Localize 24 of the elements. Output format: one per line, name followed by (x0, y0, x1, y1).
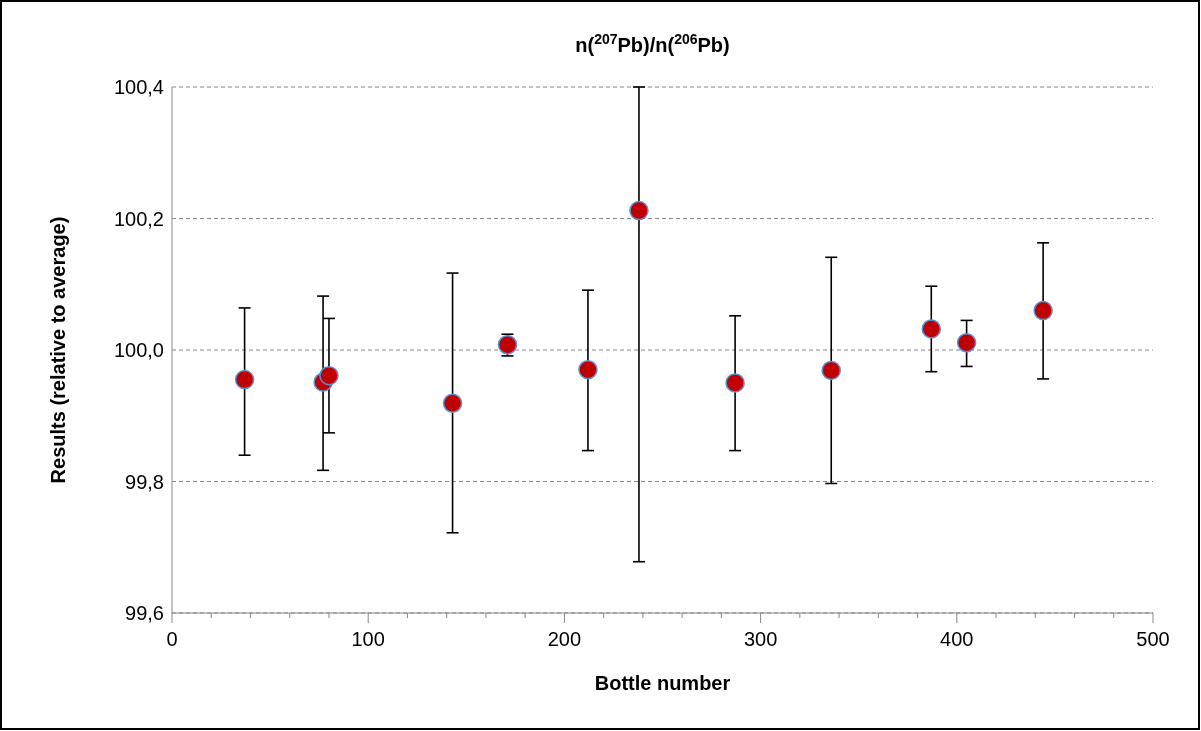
point (234, 369, 255, 390)
point (319, 365, 339, 386)
point (725, 373, 745, 393)
y-tick-label: 99,8 (125, 470, 164, 493)
x-tick-label: 0 (166, 628, 178, 650)
x-tick-label: 500 (1136, 628, 1170, 650)
y-tick-label: 100,2 (113, 207, 164, 230)
x-tick-label: 400 (940, 628, 974, 650)
point (956, 333, 977, 353)
point (629, 200, 649, 221)
y-tick-label: 100,0 (113, 339, 164, 361)
y-tick-label: 100,4 (113, 76, 164, 98)
point (921, 319, 942, 339)
point (1033, 300, 1053, 321)
y-axis-title: Results (relative to average) (47, 216, 69, 484)
y-tick-label: 99,6 (125, 602, 164, 624)
x-tick-label: 100 (351, 628, 385, 650)
x-tick-label: 300 (743, 628, 778, 650)
chart-title: n($^{207}$Pb)/n($^{206}$Pb) (575, 31, 730, 56)
point (578, 359, 598, 380)
x-axis-title: Bottle number (594, 672, 731, 694)
point (821, 360, 841, 381)
x-tick-label: 200 (547, 628, 582, 650)
point (442, 393, 463, 413)
